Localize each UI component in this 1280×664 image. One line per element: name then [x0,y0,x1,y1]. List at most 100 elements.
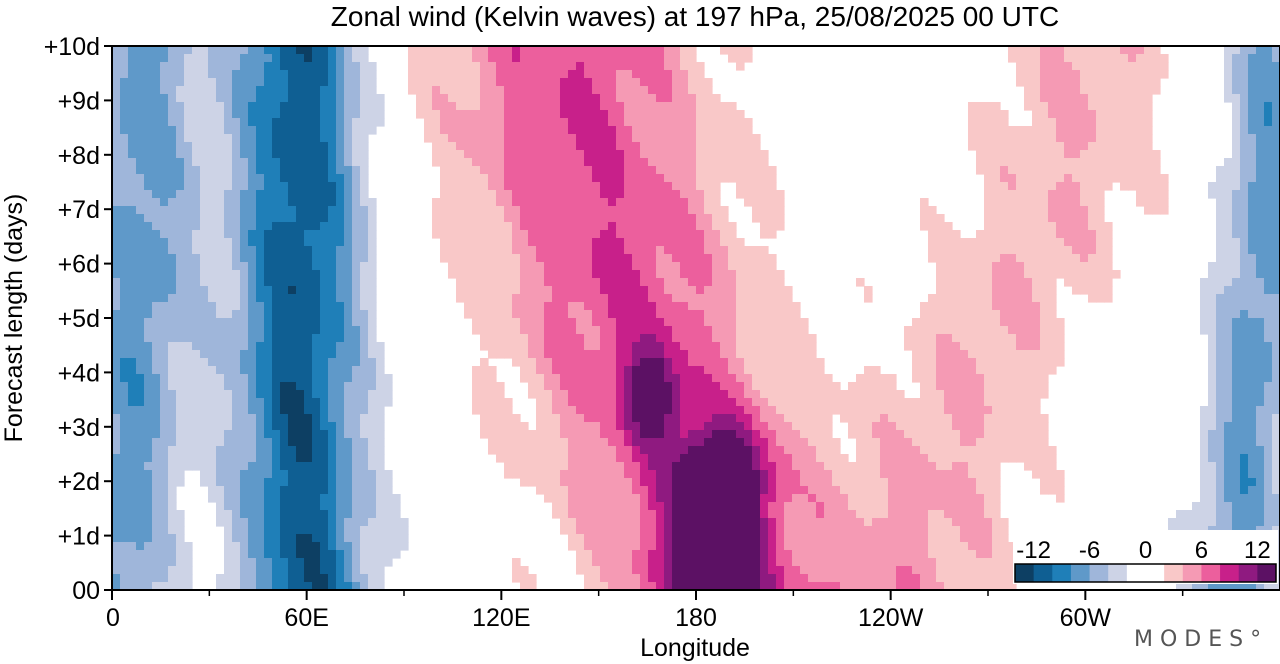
field-cell [640,182,649,191]
field-cell [1272,150,1280,159]
field-cell [224,302,233,311]
field-cell [736,254,745,263]
field-cell [936,246,945,255]
field-cell [544,142,553,151]
field-cell [120,126,129,135]
field-cell [488,398,497,407]
field-cell [544,414,553,423]
field-cell [312,318,321,327]
field-cell [1032,70,1041,79]
field-cell [680,302,689,311]
field-cell [112,366,121,375]
field-cell [320,366,329,375]
field-cell [576,62,585,71]
field-cell [288,206,297,215]
field-cell [1040,286,1049,295]
field-cell [184,390,193,399]
field-cell [120,222,129,231]
field-cell [496,278,505,287]
field-cell [696,94,705,103]
field-cell [784,350,793,359]
field-cell [768,254,777,263]
field-cell [992,150,1001,159]
field-cell [1080,102,1089,111]
field-cell [488,102,497,111]
field-cell [1240,174,1249,183]
field-cell [504,214,513,223]
field-cell [368,286,377,295]
field-cell [864,374,873,383]
field-cell [768,342,777,351]
field-cell [1088,246,1097,255]
field-cell [688,110,697,119]
field-cell [672,70,681,79]
field-cell [312,158,321,167]
field-cell [984,166,993,175]
field-cell [176,150,185,159]
field-cell [168,334,177,343]
field-cell [152,254,161,263]
field-cell [672,198,681,207]
field-cell [712,270,721,279]
field-cell [664,62,673,71]
field-cell [288,414,297,423]
field-cell [624,310,633,319]
field-cell [1064,86,1073,95]
field-cell [648,46,657,55]
field-cell [160,134,169,143]
field-cell [840,406,849,415]
field-cell [1056,190,1065,199]
field-cell [984,310,993,319]
field-cell [336,46,345,55]
field-cell [960,270,969,279]
field-cell [336,222,345,231]
field-cell [1240,198,1249,207]
field-cell [256,254,265,263]
field-cell [936,270,945,279]
field-cell [1136,150,1145,159]
field-cell [560,390,569,399]
field-cell [280,62,289,71]
field-cell [584,406,593,415]
field-cell [1080,70,1089,79]
field-cell [544,294,553,303]
field-cell [1008,134,1017,143]
field-cell [1240,102,1249,111]
field-cell [128,318,137,327]
field-cell [736,334,745,343]
field-cell [560,70,569,79]
field-cell [1112,46,1121,55]
field-cell [192,342,201,351]
field-cell [752,382,761,391]
field-cell [1232,390,1241,399]
field-cell [984,230,993,239]
field-cell [1104,174,1113,183]
field-cell [808,398,817,407]
field-cell [480,70,489,79]
field-cell [272,46,281,55]
field-cell [1216,222,1225,231]
field-cell [168,414,177,423]
field-cell [712,142,721,151]
field-cell [728,406,737,415]
field-cell [360,430,369,439]
field-cell [456,230,465,239]
field-cell [488,350,497,359]
field-cell [608,198,617,207]
field-cell [856,422,865,431]
field-cell [160,286,169,295]
field-cell [1264,294,1273,303]
field-cell [520,262,529,271]
field-cell [336,334,345,343]
field-cell [1216,342,1225,351]
field-cell [632,302,641,311]
field-cell [1248,150,1257,159]
field-cell [464,150,473,159]
field-cell [528,126,537,135]
field-cell [504,134,513,143]
field-cell [136,382,145,391]
field-cell [496,54,505,63]
field-cell [472,142,481,151]
field-cell [480,326,489,335]
field-cell [200,374,209,383]
